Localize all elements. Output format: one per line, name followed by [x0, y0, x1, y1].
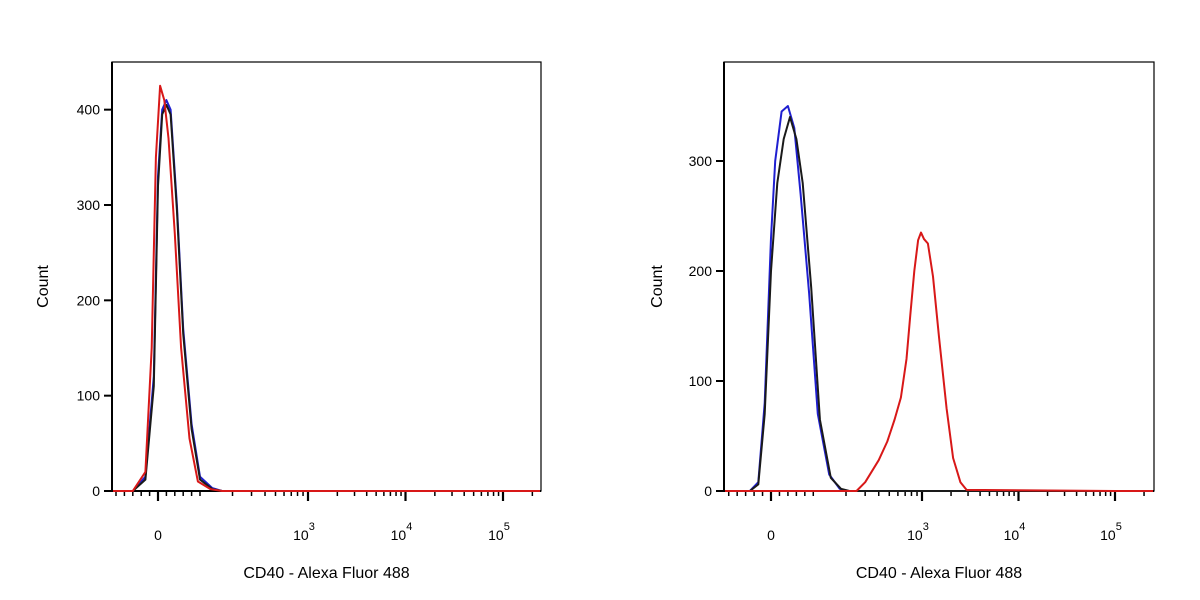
x-tick-label: 105: [1100, 521, 1122, 543]
x-axis-title: CD40 - Alexa Fluor 488: [856, 565, 1022, 582]
y-tick-label: 200: [77, 292, 101, 308]
y-tick-label: 300: [689, 153, 713, 169]
y-tick-label: 100: [689, 373, 713, 389]
y-tick-label: 0: [704, 483, 712, 499]
x-tick-label-base: 10: [1100, 527, 1116, 543]
x-tick-label: 103: [293, 521, 315, 543]
x-tick-label-base: 0: [767, 527, 775, 543]
y-axis-title: Count: [35, 265, 52, 308]
x-tick-label: 105: [488, 521, 510, 543]
x-tick-label-exponent: 4: [406, 521, 412, 533]
x-tick-label-exponent: 5: [1116, 521, 1122, 533]
x-tick-label: 104: [391, 521, 413, 543]
x-tick-label-exponent: 3: [309, 521, 315, 533]
x-tick-label-base: 10: [391, 527, 407, 543]
histogram-series-2: [725, 231, 1153, 492]
x-tick-label-base: 10: [488, 527, 504, 543]
histogram-series-1: [113, 103, 540, 492]
x-tick-label-base: 10: [1004, 527, 1020, 543]
x-tick-label: 0: [767, 527, 775, 543]
x-tick-label-base: 10: [293, 527, 309, 543]
x-tick-label-exponent: 5: [504, 521, 510, 533]
y-tick-label: 100: [77, 388, 101, 404]
x-tick-label-exponent: 4: [1019, 521, 1025, 533]
histogram-series-1: [725, 116, 1153, 492]
histogram-series-0: [113, 99, 540, 492]
histogram-series-2: [113, 84, 540, 492]
x-tick-label-exponent: 3: [923, 521, 929, 533]
x-tick-label-base: 10: [907, 527, 923, 543]
histogram-series-0: [725, 105, 1153, 492]
y-tick-label: 0: [92, 483, 100, 499]
x-tick-label: 103: [907, 521, 929, 543]
x-tick-label-base: 0: [154, 527, 162, 543]
x-axis-title: CD40 - Alexa Fluor 488: [243, 565, 409, 582]
y-tick-label: 300: [77, 197, 101, 213]
y-tick-label: 200: [689, 263, 713, 279]
y-tick-label: 400: [77, 102, 101, 118]
y-axis-title: Count: [649, 265, 666, 308]
x-tick-label: 0: [154, 527, 162, 543]
x-tick-label: 104: [1004, 521, 1026, 543]
plot-frame: [723, 61, 1155, 492]
